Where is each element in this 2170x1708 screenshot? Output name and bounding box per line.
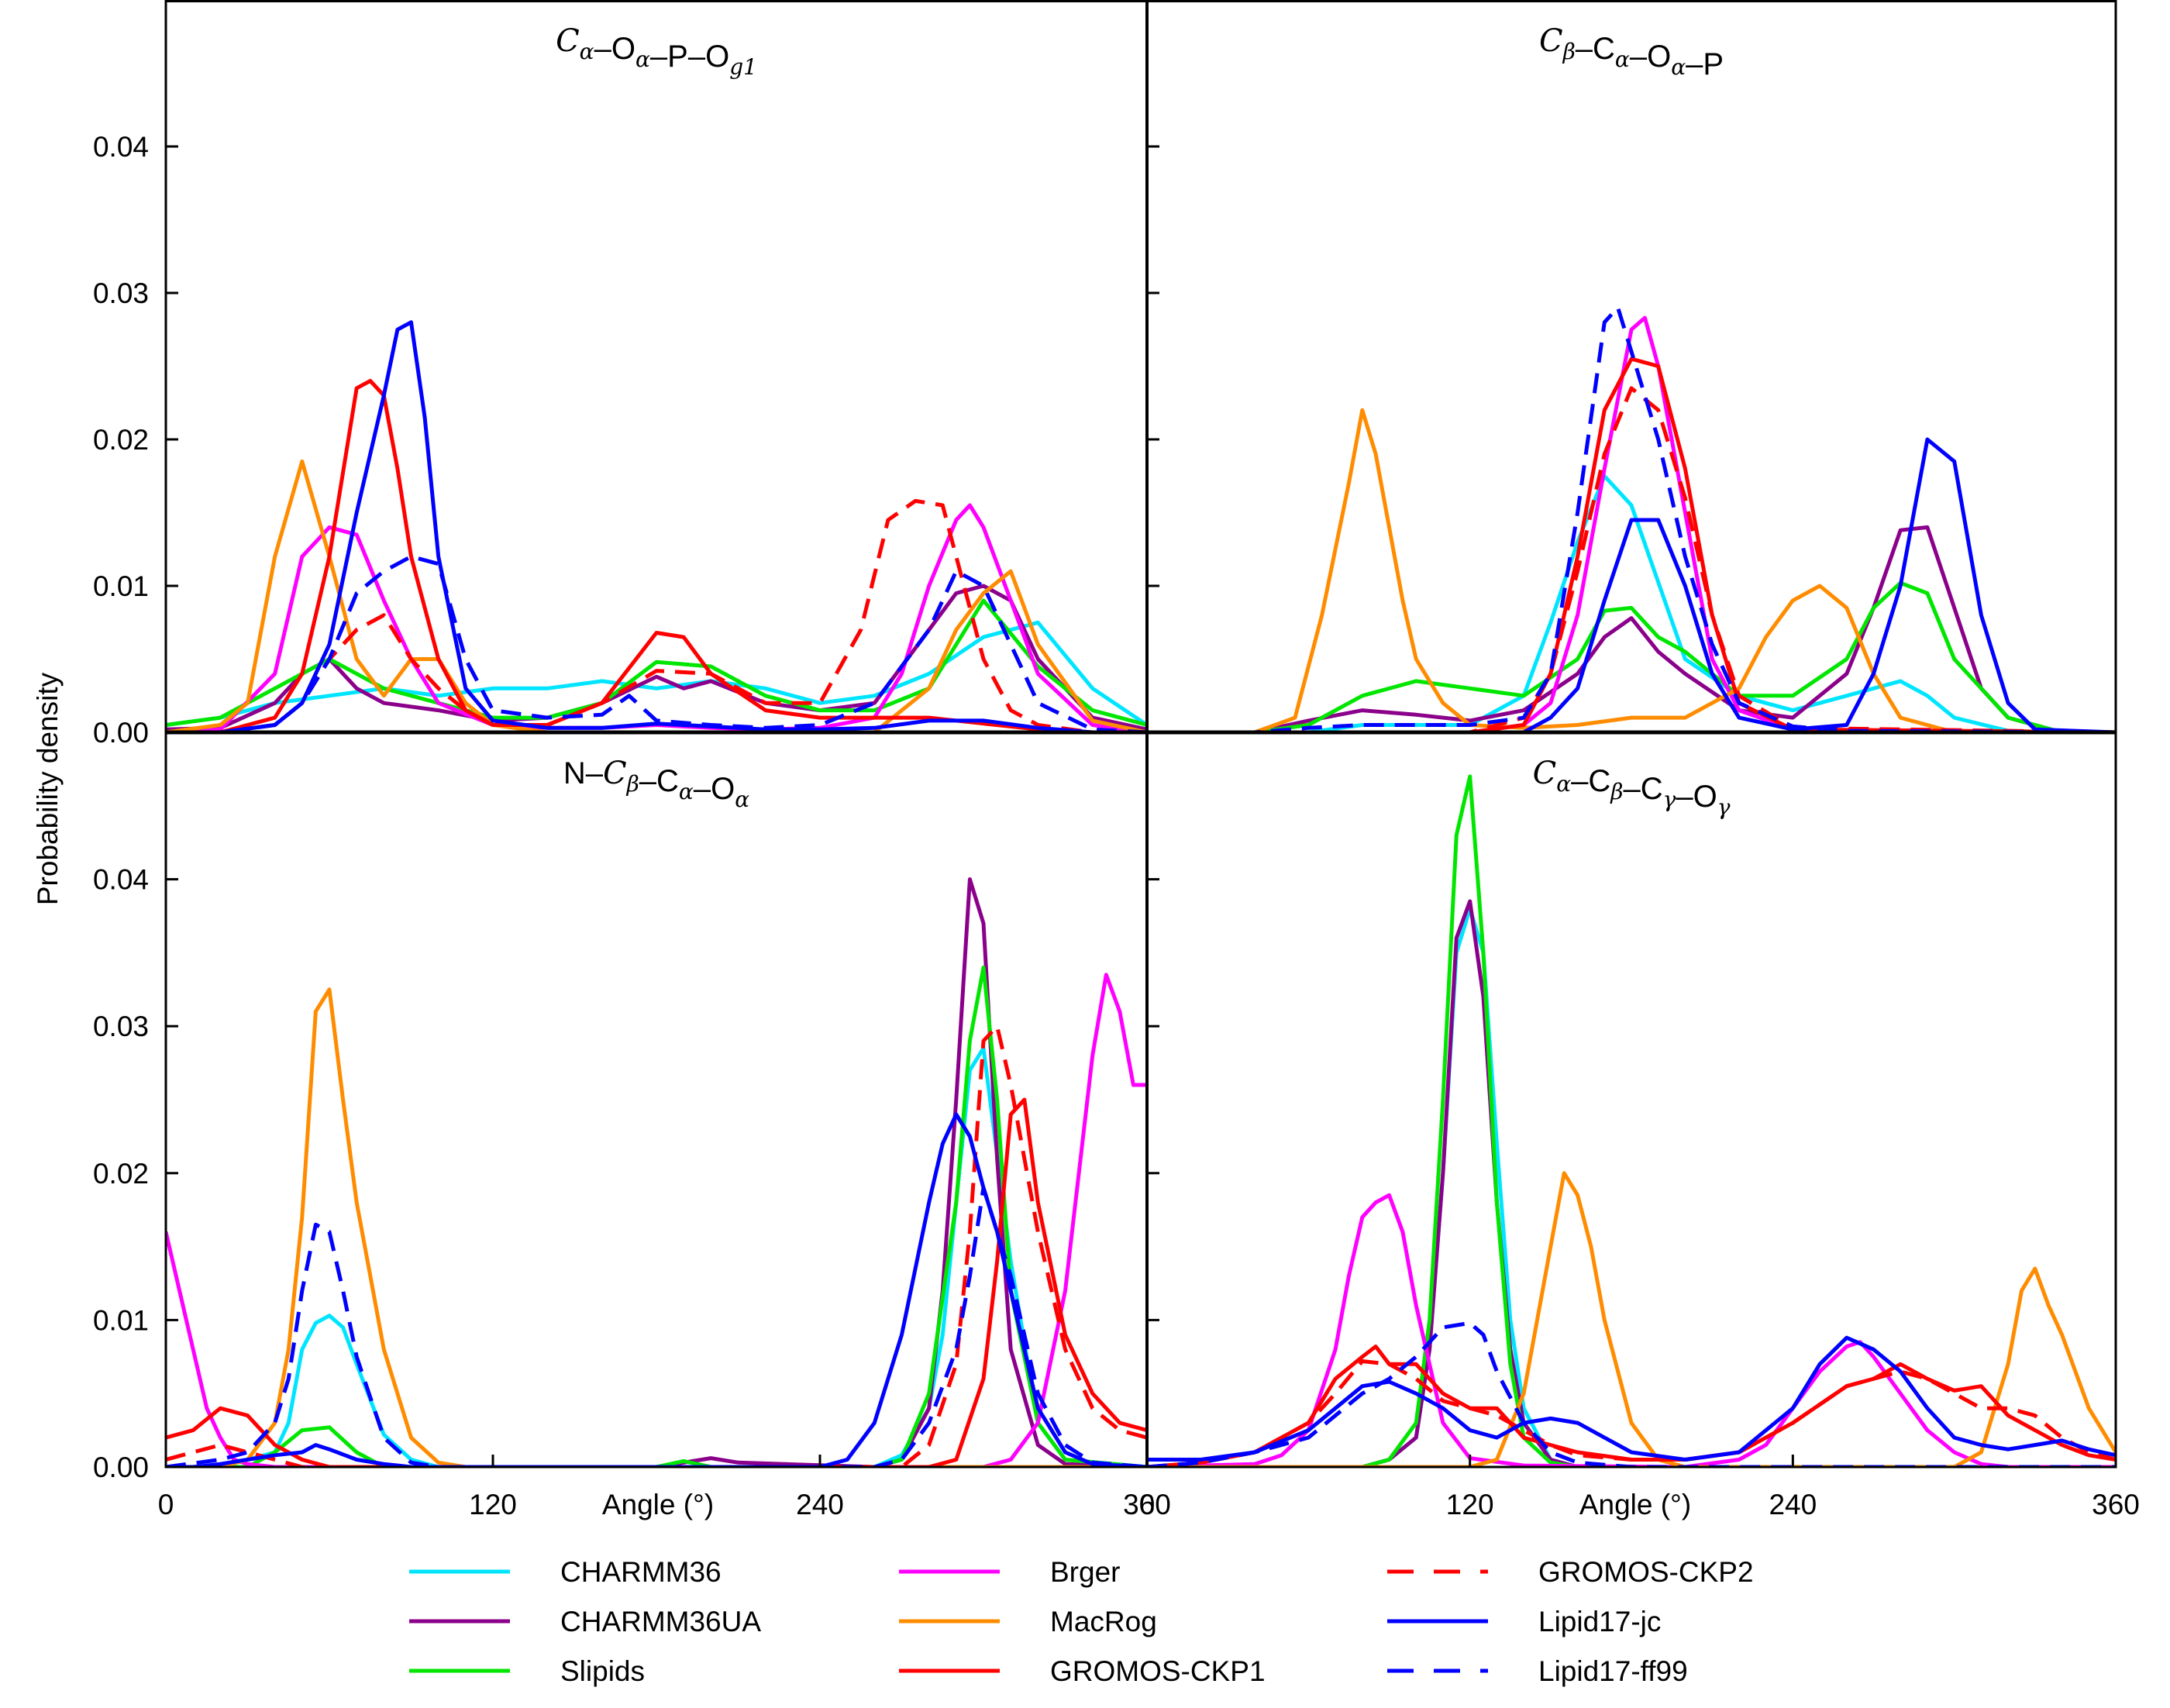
series-gromos-ckp1 [166,1097,1147,1467]
legend-item-gromos-ckp2: GROMOS-CKP2 [1387,1556,1754,1588]
series-charmm36 [166,620,1147,727]
panel-2: Cβ–Cα–Oα–P [1147,23,2116,734]
y-tick-label: 0.00 [93,1451,149,1483]
series-brger [1147,315,2116,732]
legend-item-brger: Brger [899,1556,1120,1588]
legend-label: MacRog [1050,1606,1157,1637]
series-lipid17-jc [1147,437,2116,732]
series-macrog [1147,408,2116,732]
series-charmm36 [1147,907,2116,1467]
legend-item-macrog: MacRog [899,1606,1157,1637]
panel-title: Cα–Cβ–Cγ–Oγ [1533,756,1731,820]
y-tick-label: 0.02 [93,1158,149,1190]
series-lipid17-jc [166,320,1147,732]
panel-title: N–Cβ–Cα–Oα [563,756,749,812]
y-axis-label: Probability density [32,672,64,905]
series-charmm36ua [166,584,1147,732]
series-macrog [166,459,1147,732]
series-slipids [1147,774,2116,1467]
x-tick-label: 240 [1769,1489,1817,1520]
legend-item-charmm36ua: CHARMM36UA [409,1606,761,1637]
series-group [1147,305,2116,732]
panel-1: Cα–Oα–P–Og1 [166,23,1147,734]
y-tick-label: 0.04 [93,131,149,163]
series-slipids [1147,580,2116,732]
legend-label: GROMOS-CKP2 [1538,1556,1754,1588]
series-gromos-ckp2 [1147,1359,2116,1467]
series-lipid17-ff99 [166,554,1147,732]
legend-label: CHARMM36 [560,1556,722,1588]
legend-item-gromos-ckp1: GROMOS-CKP1 [899,1655,1266,1687]
legend-label: GROMOS-CKP1 [1050,1655,1266,1687]
x-tick-label: 120 [469,1489,517,1520]
series-lipid17-ff99 [1147,1321,2116,1467]
legend: CHARMM36 CHARMM36UA Slipids Brger MacRog GROM… [409,1556,1754,1687]
series-gromos-ckp2 [166,498,1147,732]
x-tick-label: 360 [2092,1489,2140,1520]
y-tick-label: 0.01 [93,1304,149,1336]
series-slipids [166,965,1147,1467]
x-tick-label: 0 [158,1489,174,1520]
panel-3: N–Cβ–Cα–Oα [166,756,1147,1469]
y-tick-label: 0.01 [93,570,149,602]
series-charmm36ua [166,877,1147,1467]
legend-item-charmm36: CHARMM36 [409,1556,722,1588]
series-lipid17-jc [166,1112,1147,1467]
x-tick-label: 240 [796,1489,844,1520]
series-macrog [1147,1171,2116,1467]
series-charmm36 [1147,473,2116,732]
series-charmm36ua [1147,525,2116,732]
panel-title: Cα–Oα–P–Og1 [556,23,757,80]
x-tick-label: 360 [1123,1489,1171,1520]
legend-label: Lipid17-ff99 [1538,1655,1688,1687]
series-lipid17-ff99 [1147,305,2116,732]
legend-label: Brger [1050,1556,1120,1588]
x-tick-label: 0 [1139,1489,1156,1520]
legend-label: Lipid17-jc [1538,1606,1661,1637]
y-tick-label: 0.02 [93,424,149,456]
x-axis-label-right: Angle (°) [1579,1489,1691,1520]
legend-item-lipid17-jc: Lipid17-jc [1387,1606,1661,1637]
x-axis-label-left: Angle (°) [602,1489,714,1520]
series-lipid17-ff99 [166,1186,1147,1467]
legend-item-lipid17-ff99: Lipid17-ff99 [1387,1655,1688,1687]
axes-layer: 0.00 0.01 0.02 0.03 0.04 0.00 0.01 0.02 0.03 0.04… [93,0,2140,1520]
series-charmm36 [166,1046,1147,1467]
series-brger [1147,1193,2116,1467]
series-group [1147,774,2116,1467]
series-group [166,320,1147,732]
legend-label: Slipids [560,1655,645,1687]
x-tick-label: 120 [1446,1489,1494,1520]
series-group [166,877,1147,1467]
legend-label: CHARMM36UA [560,1606,761,1637]
series-brger [166,973,1147,1467]
panels-layer: Cα–Oα–P–Og1 Cβ–Cα–Oα–P N–Cβ–Cα–Oα Cα–Cβ–Cγ–… [166,23,2116,1469]
series-gromos-ckp1 [1147,1345,2116,1467]
legend-item-slipids: Slipids [409,1655,645,1687]
series-lipid17-jc [1147,1335,2116,1462]
panel-title: Cβ–Cα–Oα–P [1539,23,1724,81]
series-gromos-ckp2 [166,1024,1147,1467]
series-charmm36ua [1147,899,2116,1467]
y-tick-label: 0.00 [93,717,149,749]
y-tick-label: 0.03 [93,277,149,309]
panel-4: Cα–Cβ–Cγ–Oγ [1147,756,2116,1469]
y-tick-label: 0.04 [93,864,149,896]
y-tick-label: 0.03 [93,1011,149,1042]
